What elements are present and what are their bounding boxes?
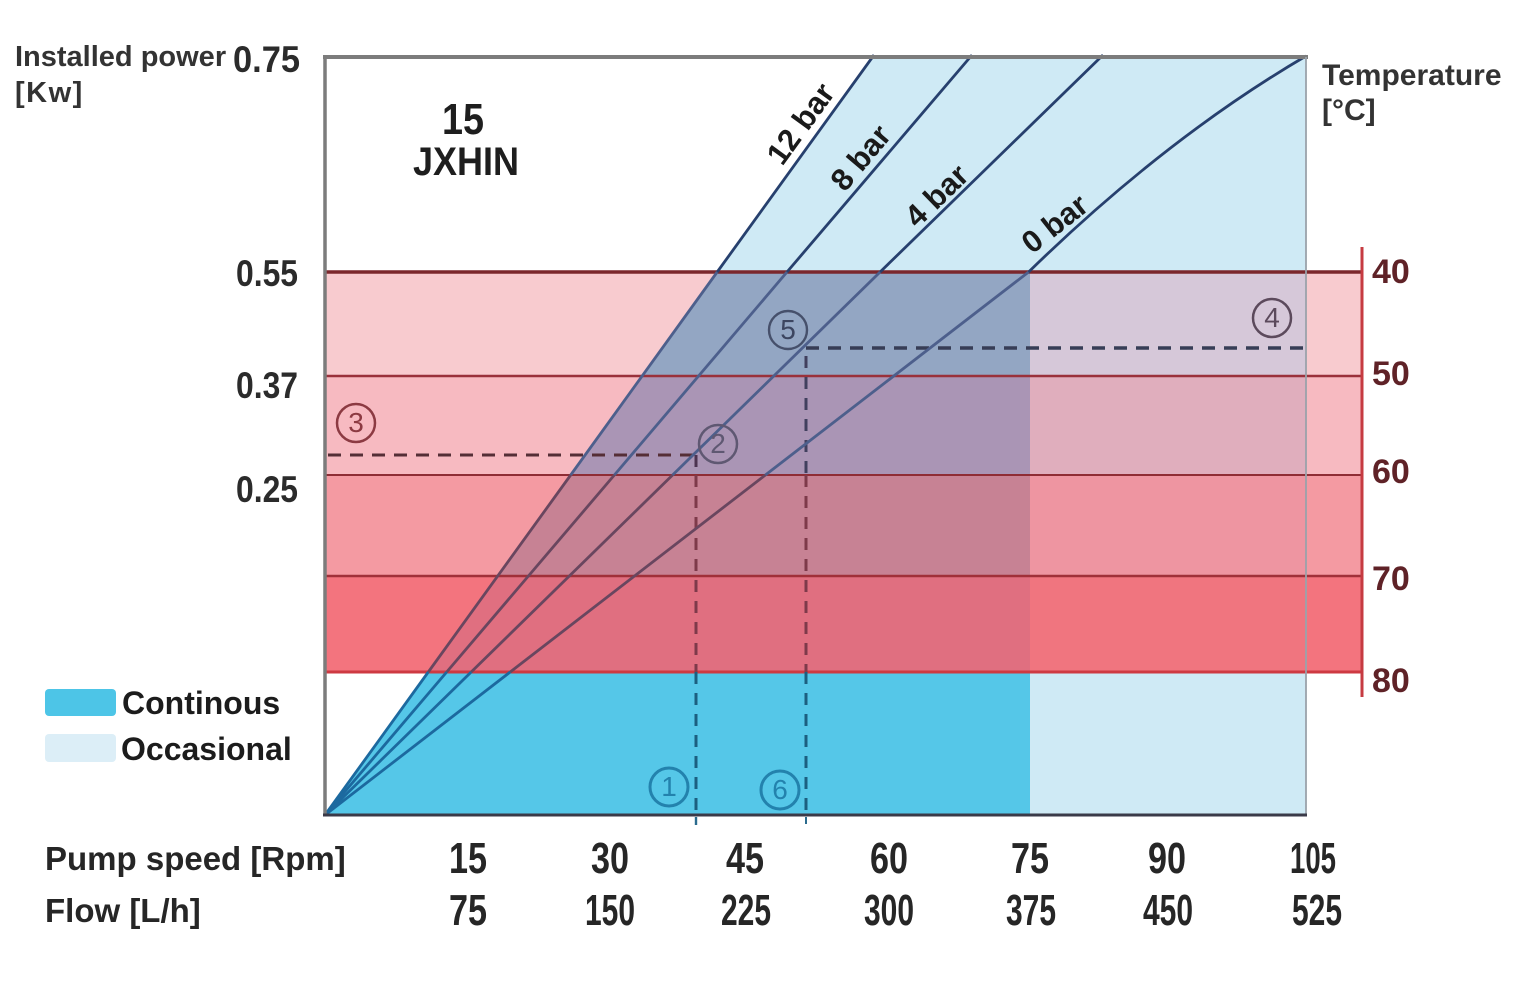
svg-text:60: 60 bbox=[1372, 453, 1410, 491]
svg-text:0.55: 0.55 bbox=[236, 253, 298, 294]
svg-text:70: 70 bbox=[1372, 560, 1410, 598]
svg-text:300: 300 bbox=[864, 886, 914, 935]
svg-text:150: 150 bbox=[585, 886, 635, 935]
svg-text:40: 40 bbox=[1372, 253, 1410, 291]
svg-text:2: 2 bbox=[710, 428, 726, 459]
svg-text:225: 225 bbox=[721, 886, 771, 935]
svg-text:15: 15 bbox=[449, 834, 487, 883]
svg-text:Installed power: Installed power bbox=[15, 41, 226, 73]
svg-text:Occasional: Occasional bbox=[121, 731, 292, 767]
svg-text:90: 90 bbox=[1148, 834, 1186, 883]
svg-text:1: 1 bbox=[661, 771, 677, 802]
svg-text:15: 15 bbox=[442, 95, 484, 144]
svg-text:525: 525 bbox=[1292, 886, 1342, 935]
svg-text:3: 3 bbox=[348, 407, 364, 438]
svg-text:0.25: 0.25 bbox=[236, 469, 298, 510]
svg-text:450: 450 bbox=[1143, 886, 1193, 935]
svg-text:[°C]: [°C] bbox=[1322, 94, 1376, 127]
svg-text:75: 75 bbox=[1011, 834, 1049, 883]
svg-text:75: 75 bbox=[449, 886, 487, 935]
svg-text:0.75: 0.75 bbox=[233, 39, 300, 80]
svg-text:Flow [L/h]: Flow [L/h] bbox=[45, 892, 201, 929]
svg-text:JXHIN: JXHIN bbox=[413, 140, 519, 184]
svg-text:30: 30 bbox=[591, 834, 629, 883]
svg-text:6: 6 bbox=[772, 774, 788, 805]
svg-text:50: 50 bbox=[1372, 355, 1410, 393]
svg-text:Pump speed [Rpm]: Pump speed [Rpm] bbox=[45, 840, 346, 877]
svg-text:45: 45 bbox=[726, 834, 764, 883]
svg-text:Continous: Continous bbox=[122, 685, 280, 721]
svg-text:60: 60 bbox=[870, 834, 908, 883]
svg-text:5: 5 bbox=[780, 314, 796, 345]
svg-text:80: 80 bbox=[1372, 662, 1410, 700]
svg-text:Temperature: Temperature bbox=[1322, 59, 1502, 92]
svg-text:[Kw]: [Kw] bbox=[15, 77, 84, 109]
svg-text:4: 4 bbox=[1264, 302, 1280, 333]
svg-text:375: 375 bbox=[1006, 886, 1056, 935]
svg-text:0.37: 0.37 bbox=[236, 365, 298, 406]
svg-text:105: 105 bbox=[1290, 834, 1336, 883]
